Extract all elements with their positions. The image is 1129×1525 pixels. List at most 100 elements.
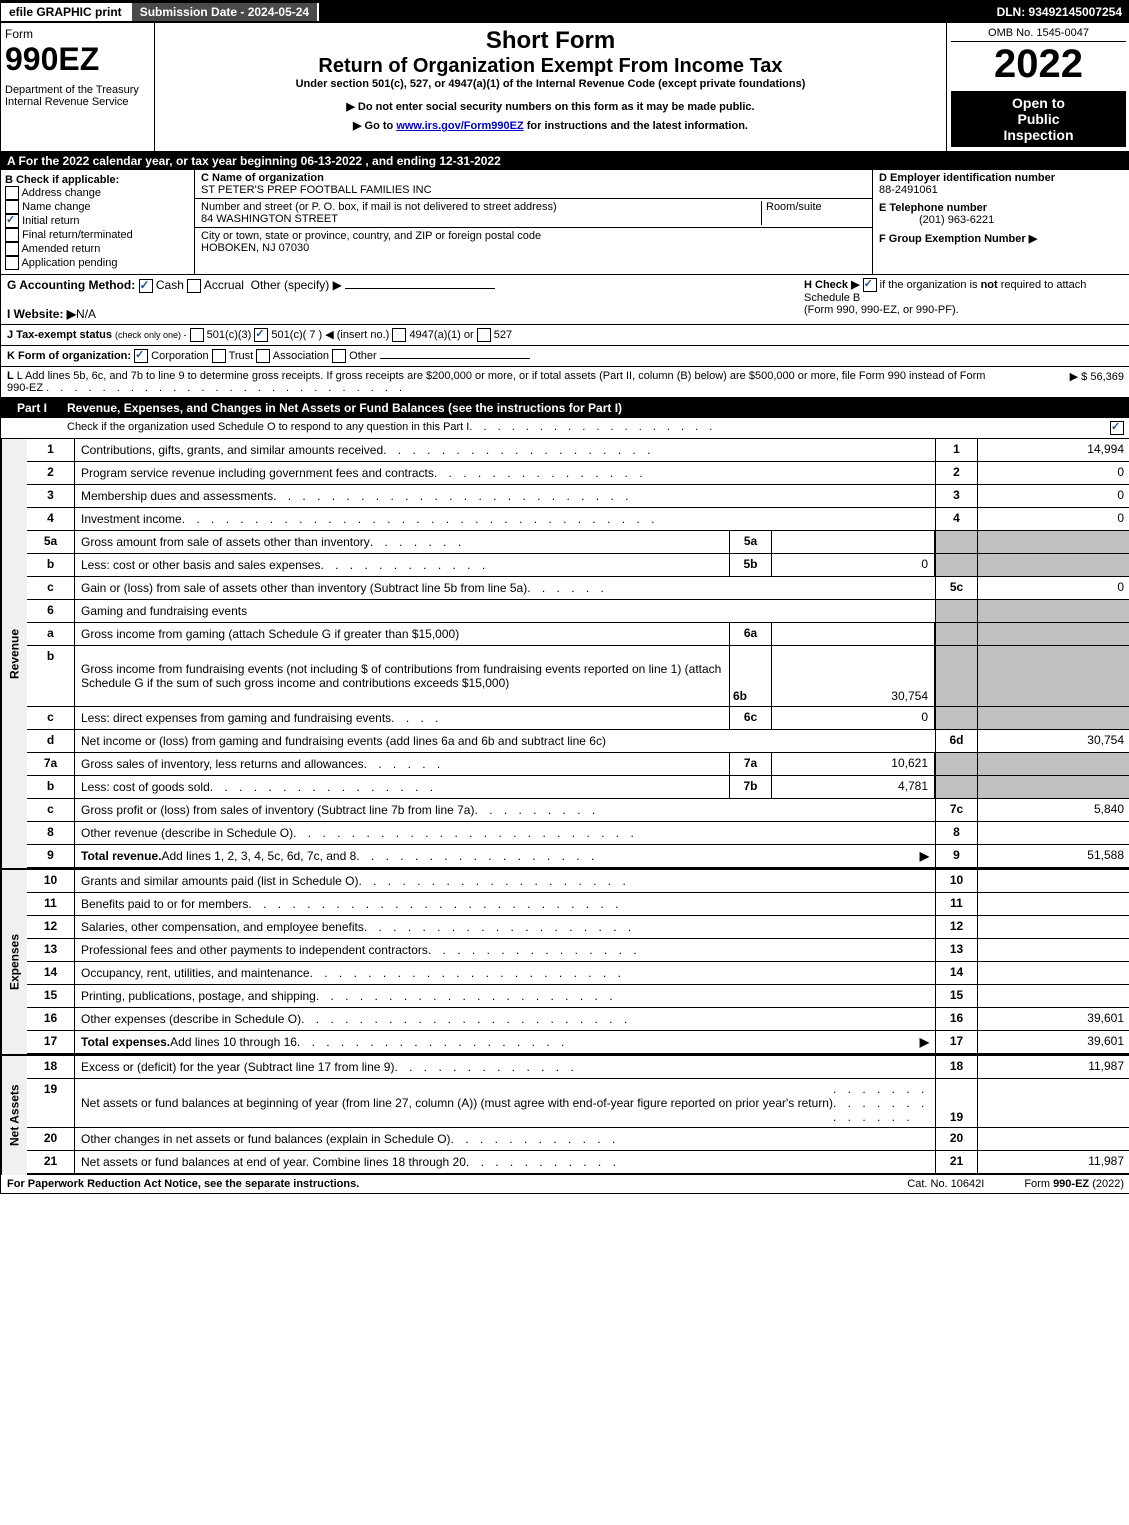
ein-value: 88-2491061 — [879, 184, 938, 196]
line-5c-rnum: 5c — [935, 577, 978, 599]
line-7b-shade2 — [978, 776, 1129, 798]
form-number: 990EZ — [5, 41, 150, 78]
line-3-desc: Membership dues and assessments . . . . … — [75, 485, 935, 507]
ein-block: D Employer identification number 88-2491… — [879, 172, 1124, 196]
part1-check-note: Check if the organization used Schedule … — [7, 421, 469, 435]
col-b: B Check if applicable: Address change Na… — [1, 170, 195, 274]
line-7b-sval: 4,781 — [772, 776, 935, 798]
main-title: Return of Organization Exempt From Incom… — [159, 55, 942, 78]
line-6a-shade2 — [978, 623, 1129, 645]
line-21-num: 21 — [27, 1151, 75, 1173]
line-7c-desc: Gross profit or (loss) from sales of inv… — [75, 799, 935, 821]
line-5b-shade2 — [978, 554, 1129, 576]
check-address-label: Address change — [21, 187, 101, 199]
k-label: K Form of organization: — [7, 350, 131, 362]
line-10-rval — [978, 870, 1129, 892]
line-13-rnum: 13 — [935, 939, 978, 961]
k-trust-checkbox[interactable] — [212, 349, 226, 363]
addr-cell: Number and street (or P. O. box, if mail… — [195, 199, 872, 228]
line-6a-num: a — [27, 623, 75, 645]
row-k: K Form of organization: Corporation Trus… — [1, 346, 1129, 367]
line-6d-desc: Net income or (loss) from gaming and fun… — [75, 730, 935, 752]
h-checkbox[interactable] — [863, 278, 877, 292]
footer-right: Form 990-EZ (2022) — [1024, 1178, 1124, 1190]
j-opt1: 501(c)(3) — [207, 329, 252, 341]
line-6b-num: b — [27, 646, 75, 706]
k-assoc: Association — [273, 350, 329, 362]
line-21-rnum: 21 — [935, 1151, 978, 1173]
line-11-desc: Benefits paid to or for members . . . . … — [75, 893, 935, 915]
line-5b-num: b — [27, 554, 75, 576]
line-1-rnum: 1 — [935, 439, 978, 461]
check-final-label: Final return/terminated — [22, 229, 133, 241]
g-label: G Accounting Method: — [7, 278, 135, 292]
line-17: 17 Total expenses. Add lines 10 through … — [27, 1031, 1129, 1054]
line-7b-shade1 — [935, 776, 978, 798]
line-21-rval: 11,987 — [978, 1151, 1129, 1173]
omb-number: OMB No. 1545-0047 — [951, 27, 1126, 42]
line-6a-shade1 — [935, 623, 978, 645]
check-amended[interactable]: Amended return — [5, 242, 190, 256]
part1-checkbox[interactable] — [1110, 421, 1124, 435]
line-6-shade1 — [935, 600, 978, 622]
col-b-title: B Check if applicable: — [5, 174, 190, 186]
line-19-rval — [978, 1079, 1129, 1127]
line-5c-desc: Gain or (loss) from sale of assets other… — [75, 577, 935, 599]
accrual-checkbox[interactable] — [187, 279, 201, 293]
col-d: D Employer identification number 88-2491… — [873, 170, 1129, 274]
line-1-rval: 14,994 — [978, 439, 1129, 461]
efile-label[interactable]: efile GRAPHIC print — [1, 3, 132, 21]
k-other-checkbox[interactable] — [332, 349, 346, 363]
h-text2: (Form 990, 990-EZ, or 990-PF). — [804, 304, 959, 316]
cash-checkbox[interactable] — [139, 279, 153, 293]
row-j: J Tax-exempt status (check only one) - 5… — [1, 325, 1129, 346]
j-4947-checkbox[interactable] — [392, 328, 406, 342]
submission-date: Submission Date - 2024-05-24 — [132, 3, 319, 21]
line-13-rval — [978, 939, 1129, 961]
footer-center: Cat. No. 10642I — [907, 1178, 984, 1190]
check-final[interactable]: Final return/terminated — [5, 228, 190, 242]
line-3-rnum: 3 — [935, 485, 978, 507]
line-7c-rval: 5,840 — [978, 799, 1129, 821]
line-19-num: 19 — [27, 1079, 75, 1127]
other-label: Other (specify) ▶ — [251, 278, 342, 292]
line-6b-shade1 — [935, 646, 978, 706]
row-l: L L Add lines 5b, 6c, and 7b to line 9 t… — [1, 367, 1129, 398]
addr-label: Number and street (or P. O. box, if mail… — [201, 201, 557, 213]
line-6-desc: Gaming and fundraising events — [75, 600, 935, 622]
note-ssn: ▶ Do not enter social security numbers o… — [159, 100, 942, 113]
j-501c-checkbox[interactable] — [254, 328, 268, 342]
k-corp: Corporation — [151, 350, 208, 362]
org-name: ST PETER'S PREP FOOTBALL FAMILIES INC — [201, 184, 432, 196]
room-label: Room/suite — [766, 201, 822, 213]
expenses-section: Expenses 10 Grants and similar amounts p… — [1, 868, 1129, 1054]
revenue-vert-label: Revenue — [1, 439, 27, 868]
part1-title: Revenue, Expenses, and Changes in Net As… — [67, 401, 622, 415]
line-3: 3 Membership dues and assessments . . . … — [27, 485, 1129, 508]
line-15-desc: Printing, publications, postage, and shi… — [75, 985, 935, 1007]
part1-label: Part I — [7, 401, 57, 415]
line-8-rnum: 8 — [935, 822, 978, 844]
header-center: Short Form Return of Organization Exempt… — [155, 23, 946, 151]
k-assoc-checkbox[interactable] — [256, 349, 270, 363]
check-pending[interactable]: Application pending — [5, 256, 190, 270]
check-address[interactable]: Address change — [5, 186, 190, 200]
line-8: 8 Other revenue (describe in Schedule O)… — [27, 822, 1129, 845]
k-corp-checkbox[interactable] — [134, 349, 148, 363]
line-7a-sval: 10,621 — [772, 753, 935, 775]
check-name[interactable]: Name change — [5, 200, 190, 214]
line-6c-sval: 0 — [772, 707, 935, 729]
open2: Public — [955, 111, 1122, 127]
group-block: F Group Exemption Number ▶ — [879, 232, 1124, 245]
line-2-desc: Program service revenue including govern… — [75, 462, 935, 484]
j-501c3-checkbox[interactable] — [190, 328, 204, 342]
check-initial[interactable]: Initial return — [5, 214, 190, 228]
line-17-rval: 39,601 — [978, 1031, 1129, 1053]
line-5c-num: c — [27, 577, 75, 599]
line-19: 19 Net assets or fund balances at beginn… — [27, 1079, 1129, 1128]
cash-label: Cash — [156, 278, 184, 292]
irs-link[interactable]: www.irs.gov/Form990EZ — [396, 120, 523, 132]
line-20-desc: Other changes in net assets or fund bala… — [75, 1128, 935, 1150]
line-16: 16 Other expenses (describe in Schedule … — [27, 1008, 1129, 1031]
j-527-checkbox[interactable] — [477, 328, 491, 342]
